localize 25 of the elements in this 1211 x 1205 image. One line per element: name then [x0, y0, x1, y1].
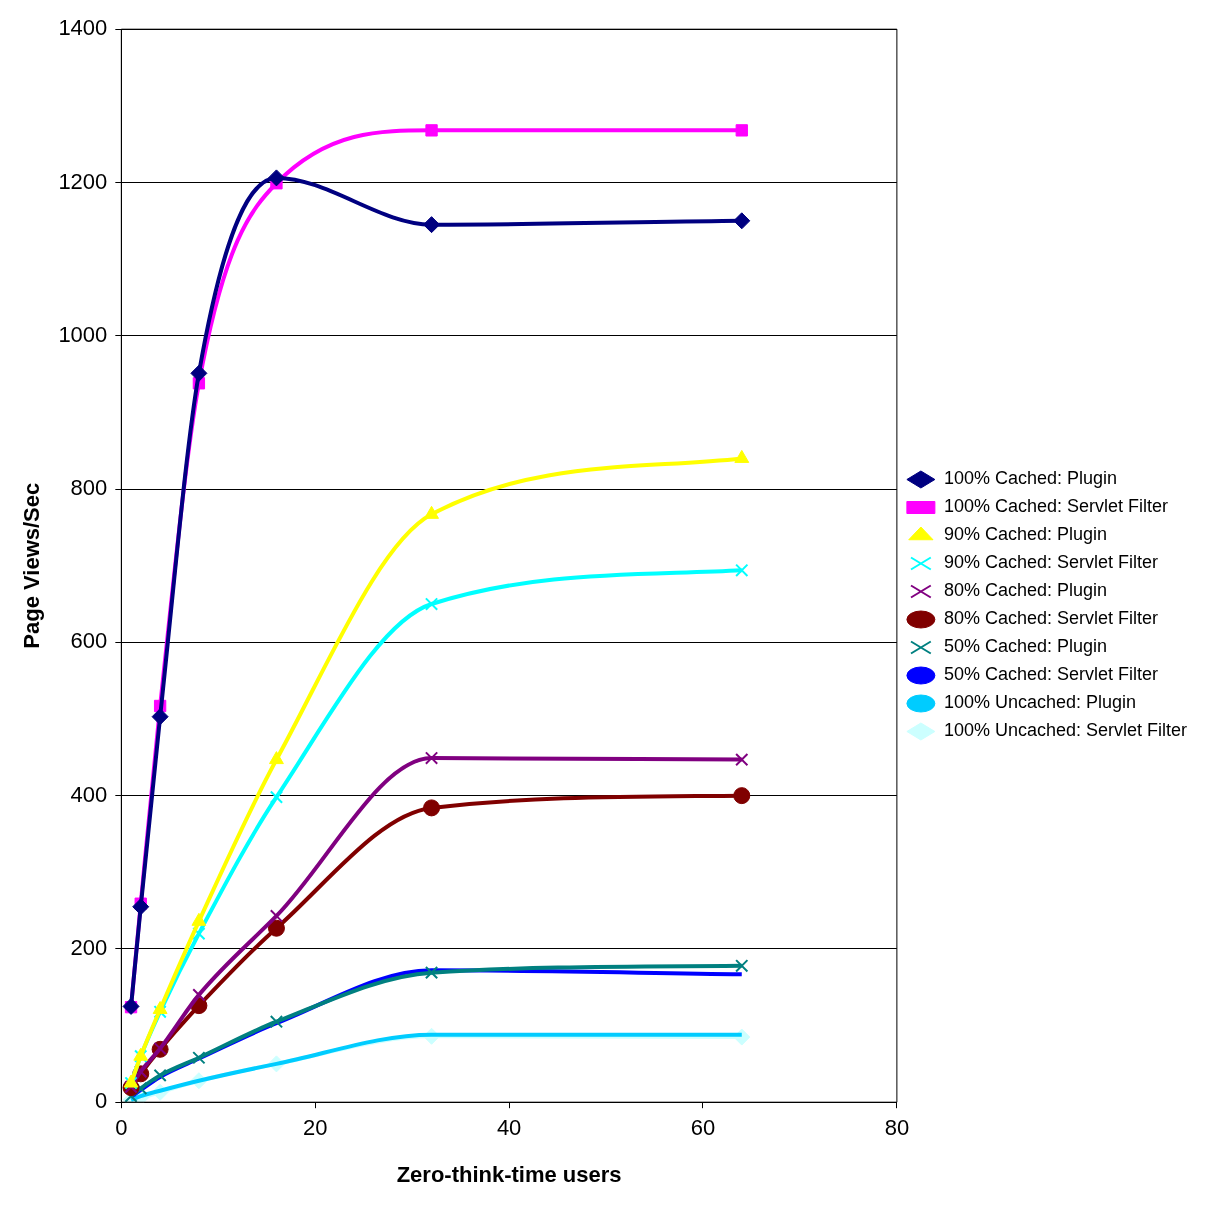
y-axis-title: Page Views/Sec	[19, 482, 45, 649]
legend-label: 100% Cached: Plugin	[943, 468, 1118, 489]
legend-label: 100% Uncached: Servlet Filter	[943, 720, 1188, 741]
legend-label: 80% Cached: Servlet Filter	[943, 608, 1158, 629]
y-tick-label: 400	[70, 781, 108, 807]
x-tick-label: 0	[115, 1115, 128, 1141]
legend-label: 80% Cached: Plugin	[943, 580, 1107, 601]
x-tick-label: 60	[690, 1115, 716, 1141]
y-tick-label: 0	[95, 1088, 108, 1114]
legend-label: 90% Cached: Servlet Filter	[943, 552, 1158, 573]
y-tick-label: 1200	[58, 168, 108, 194]
x-tick-label: 20	[302, 1115, 328, 1141]
legend-label: 50% Cached: Plugin	[943, 636, 1107, 657]
legend-label: 100% Cached: Servlet Filter	[943, 496, 1168, 517]
legend-label: 100% Uncached: Plugin	[943, 692, 1137, 713]
x-tick-label: 80	[884, 1115, 910, 1141]
y-tick-label: 800	[70, 475, 108, 501]
y-tick-label: 1400	[58, 15, 108, 41]
legend-label: 90% Cached: Plugin	[943, 524, 1107, 545]
legend-label: 50% Cached: Servlet Filter	[943, 664, 1158, 685]
x-tick-label: 40	[496, 1115, 522, 1141]
y-tick-label: 1000	[58, 321, 108, 347]
x-axis-title: Zero-think-time users	[396, 1161, 622, 1187]
y-tick-label: 200	[70, 934, 108, 960]
y-tick-label: 600	[70, 628, 108, 654]
